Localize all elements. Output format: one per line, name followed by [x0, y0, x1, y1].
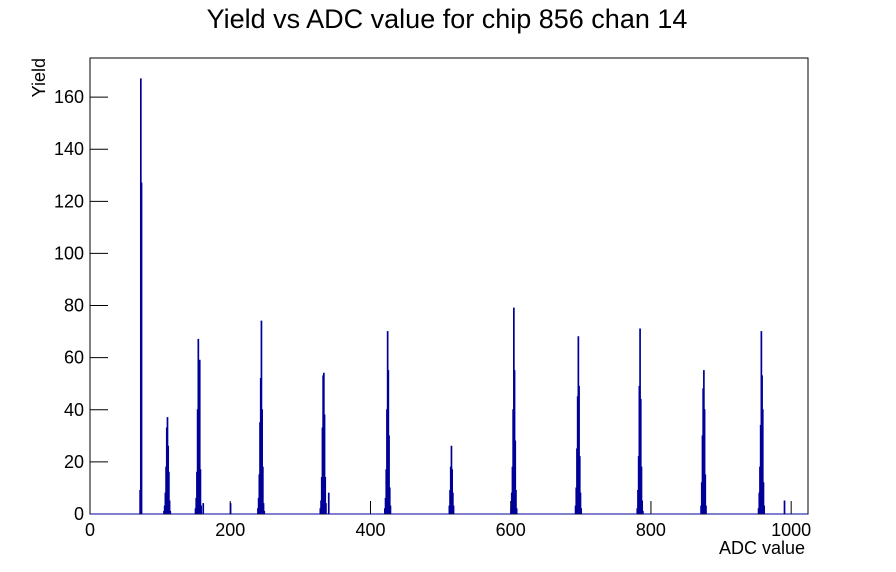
- y-tick-label: 120: [54, 191, 84, 211]
- bin: [704, 474, 707, 514]
- bin: [763, 505, 766, 514]
- bin: [198, 359, 201, 514]
- y-tick-label: 60: [64, 348, 84, 368]
- bin: [262, 503, 265, 514]
- bin: [515, 490, 517, 514]
- y-tick-label: 20: [64, 452, 84, 472]
- bin: [452, 492, 454, 514]
- bin: [452, 505, 455, 514]
- bin: [168, 500, 171, 514]
- bin: [388, 435, 390, 514]
- bin: [762, 482, 765, 514]
- bin: [199, 469, 202, 514]
- x-axis-label: ADC value: [719, 538, 805, 558]
- bin: [323, 414, 326, 514]
- bin: [327, 492, 330, 514]
- bin: [578, 385, 580, 514]
- bin: [761, 409, 764, 514]
- y-tick-label: 100: [54, 243, 84, 263]
- bin: [324, 477, 327, 514]
- bin: [261, 409, 263, 514]
- bin: [261, 466, 264, 514]
- bin: [783, 500, 786, 514]
- x-tick-label: 0: [85, 520, 95, 540]
- bin: [642, 510, 644, 514]
- bin: [169, 510, 172, 514]
- bin: [140, 182, 143, 514]
- bin: [705, 505, 707, 514]
- bin: [388, 487, 391, 514]
- y-tick-label: 0: [74, 504, 84, 524]
- bin: [168, 471, 170, 514]
- y-tick-label: 160: [54, 87, 84, 107]
- y-tick-label: 40: [64, 400, 84, 420]
- bin: [641, 500, 644, 514]
- bin: [451, 469, 454, 514]
- bin: [200, 505, 202, 514]
- y-tick-label: 140: [54, 139, 84, 159]
- x-tick-label: 1000: [771, 520, 811, 540]
- bin: [229, 503, 232, 514]
- chart-title: Yield vs ADC value for chip 856 chan 14: [207, 4, 688, 34]
- bin: [579, 492, 582, 514]
- bin: [515, 508, 518, 514]
- y-tick-label: 80: [64, 296, 84, 316]
- bin: [639, 398, 642, 514]
- x-tick-label: 600: [496, 520, 526, 540]
- bin: [578, 456, 581, 514]
- bin: [202, 503, 205, 514]
- bin: [514, 440, 517, 514]
- y-axis-label: Yield: [29, 58, 49, 97]
- x-tick-label: 400: [355, 520, 385, 540]
- bin: [640, 466, 643, 514]
- bin: [580, 508, 583, 514]
- bin: [389, 505, 392, 514]
- bin: [325, 503, 327, 514]
- bin: [263, 510, 266, 514]
- bin: [703, 409, 706, 514]
- x-tick-label: 800: [636, 520, 666, 540]
- x-tick-label: 200: [215, 520, 245, 540]
